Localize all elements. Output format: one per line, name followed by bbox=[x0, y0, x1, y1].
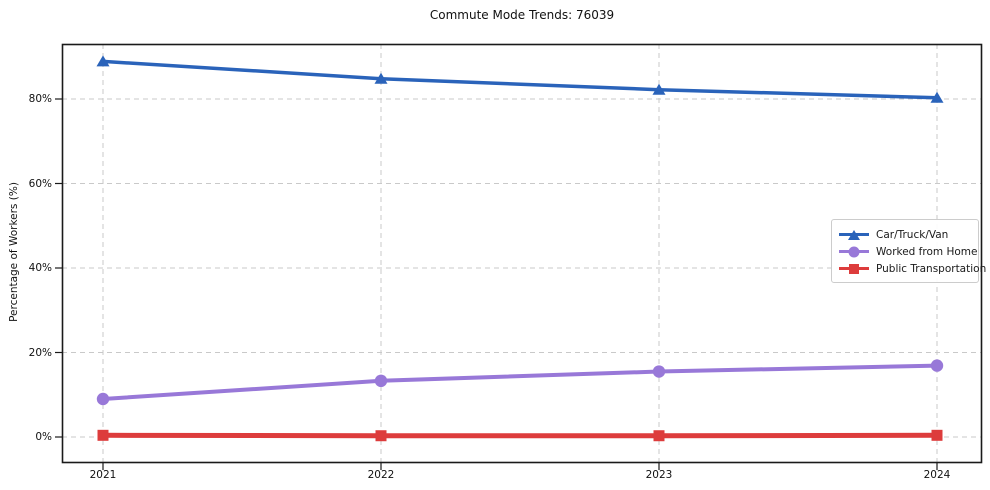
x-tick-label-2024: 2024 bbox=[923, 469, 951, 481]
legend-line-triangle-icon bbox=[839, 228, 869, 242]
series-line-0 bbox=[101, 59, 939, 100]
plot-border bbox=[61, 43, 983, 464]
legend-entry-public-transportation: Public Transportation bbox=[839, 260, 986, 277]
marker-triangle bbox=[96, 55, 110, 67]
chart-title: Commute Mode Trends: 76039 bbox=[429, 8, 615, 22]
tick-marks bbox=[55, 98, 938, 470]
marker-circle bbox=[930, 359, 944, 372]
legend-label: Worked from Home bbox=[876, 245, 978, 258]
legend-line-square-icon bbox=[839, 262, 869, 276]
marker-square bbox=[931, 429, 943, 441]
legend-entry-worked-from-home: Worked from Home bbox=[839, 243, 977, 260]
legend-entry-car-truck-van: Car/Truck/Van bbox=[839, 226, 972, 243]
marker-triangle bbox=[652, 83, 666, 95]
marker-square bbox=[375, 430, 387, 442]
series-line-1 bbox=[101, 363, 939, 401]
marker-circle bbox=[652, 365, 666, 378]
y-tick-label-40: 40% bbox=[28, 262, 52, 274]
marker-square bbox=[653, 430, 665, 442]
x-tick-label-2023: 2023 bbox=[645, 469, 673, 481]
legend-label: Car/Truck/Van bbox=[876, 228, 949, 241]
legend-label: Public Transportation bbox=[876, 262, 987, 275]
y-tick-label-80: 80% bbox=[28, 93, 52, 105]
marker-circle bbox=[374, 374, 388, 388]
legend-line-circle-icon bbox=[839, 245, 869, 259]
marker-triangle bbox=[374, 72, 388, 84]
marker-circle bbox=[96, 392, 110, 406]
marker-triangle bbox=[930, 91, 944, 103]
legend: Car/Truck/Van Worked from Home Public Tr… bbox=[831, 219, 986, 283]
y-tick-label-20: 20% bbox=[28, 347, 52, 359]
x-tick-label-2022: 2022 bbox=[367, 469, 395, 481]
x-tick-label-2021: 2021 bbox=[89, 469, 117, 481]
marker-square bbox=[97, 429, 109, 441]
y-tick-label-60: 60% bbox=[28, 178, 52, 190]
y-tick-label-0: 0% bbox=[35, 431, 52, 443]
